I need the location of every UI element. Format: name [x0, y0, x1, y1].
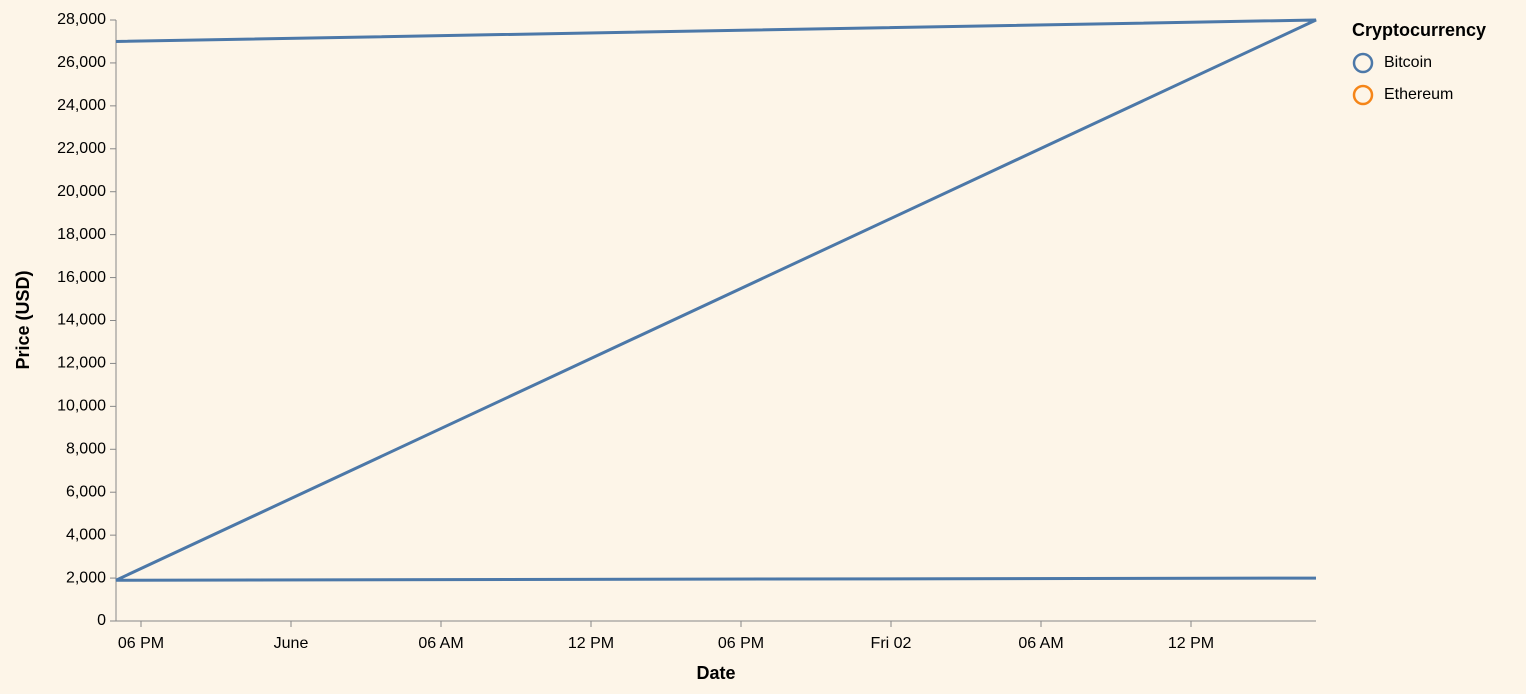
y-tick-label: 8,000 [66, 441, 106, 458]
legend-label: Bitcoin [1384, 54, 1432, 71]
y-tick-label: 20,000 [57, 183, 106, 200]
y-axis-title: Price (USD) [13, 270, 33, 369]
y-tick-label: 4,000 [66, 526, 106, 543]
x-tick-label: 06 PM [718, 635, 764, 652]
y-tick-label: 24,000 [57, 97, 106, 114]
x-tick-label: 06 PM [118, 635, 164, 652]
x-tick-label: 12 PM [568, 635, 614, 652]
y-tick-label: 12,000 [57, 355, 106, 372]
x-tick-label: June [274, 635, 309, 652]
y-tick-label: 16,000 [57, 269, 106, 286]
y-tick-label: 22,000 [57, 140, 106, 157]
y-tick-label: 28,000 [57, 11, 106, 28]
legend-symbol [1352, 52, 1374, 74]
x-tick-label: 06 AM [1018, 635, 1063, 652]
y-tick-label: 26,000 [57, 54, 106, 71]
y-tick-label: 14,000 [57, 312, 106, 329]
legend-title: Cryptocurrency [1352, 20, 1486, 40]
y-tick-label: 6,000 [66, 483, 106, 500]
y-tick-label: 0 [97, 612, 106, 629]
y-tick-label: 10,000 [57, 398, 106, 415]
x-tick-label: 06 AM [418, 635, 463, 652]
line [115, 18, 1317, 582]
y-tick-label: 2,000 [66, 569, 106, 586]
y-tick-label: 18,000 [57, 226, 106, 243]
legend-label: Ethereum [1384, 86, 1453, 103]
x-tick-label: Fri 02 [871, 635, 912, 652]
x-axis-title: Date [696, 663, 735, 683]
legend-symbol [1352, 84, 1374, 106]
x-tick-label: 12 PM [1168, 635, 1214, 652]
